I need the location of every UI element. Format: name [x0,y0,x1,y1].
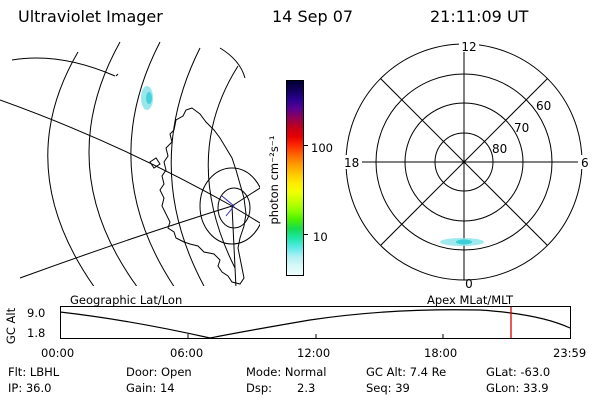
altitude-xtick-1: 06:00 [170,346,204,360]
terminator-mark [221,195,235,217]
colorbar-tick-100: 100 [311,141,333,155]
altitude-xtick-0: 00:00 [41,346,75,360]
meridian-line [19,205,233,279]
info-glon: GLon: 33.9 [486,381,549,395]
mlt-label-18: 18 [344,156,359,170]
mlt-label-0: 0 [465,277,473,291]
image-boundary [11,57,116,77]
info-seq: Seq: 39 [366,381,410,395]
meridian-line [0,99,233,207]
info-filter: Flt: LBHL [8,365,60,379]
polar-plot: 12 6 0 18 60 70 80 [342,40,588,291]
lat-label-70: 70 [514,121,529,135]
altitude-ylabel: GC Alt [4,307,18,345]
info-mode: Mode: Normal [246,365,327,379]
mlt-label-12: 12 [461,40,476,54]
info-glat: GLat: -63.0 [486,365,551,379]
latitude-circle [199,167,260,245]
geo-panel-label: Geographic Lat/Lon [70,293,183,307]
latitude-circle [130,41,176,286]
altitude-ytick-min: 1.8 [27,326,46,340]
colorbar-unit-label: photon cm⁻²s⁻¹ [267,135,281,225]
info-gc-alt: GC Alt: 7.4 Re [366,365,447,379]
polar-diagonal [380,78,548,246]
meridian-line [231,205,237,286]
instrument-title: Ultraviolet Imager [18,7,163,26]
colorbar-tickmark [304,234,308,235]
latitude-circle [170,47,206,286]
geographic-map [0,41,260,286]
polar-panel-label: Apex MLat/MLT [427,293,514,307]
info-dsp-label: Dsp: [246,381,273,395]
coastline [149,157,161,169]
image-boundary [219,47,246,79]
info-door: Door: Open [126,365,192,379]
latitude-circle [217,187,251,229]
lat-label-60: 60 [536,99,551,113]
info-gain: Gain: 14 [126,381,175,395]
latitude-circle [47,51,96,286]
coastline [159,107,247,285]
colorbar-tick-10: 10 [313,230,328,244]
altitude-xtick-4: 23:59 [553,346,587,360]
latitude-circle [207,65,239,269]
altitude-xtick-3: 18:00 [424,346,458,360]
colorbar [286,80,304,276]
altitude-ytick-max: 9.0 [27,306,46,320]
altitude-curve [60,309,571,339]
coastline [115,73,119,77]
time-label: 21:11:09 UT [430,7,529,26]
aurora-patch [146,92,152,104]
info-ip: IP: 36.0 [8,381,52,395]
meridian-line [231,187,260,207]
altitude-plot [60,306,571,339]
altitude-xtick-2: 12:00 [297,346,331,360]
aurora-oval-patch [456,239,472,245]
info-dsp-value: 2.3 [297,381,316,395]
mlt-label-6: 6 [581,156,588,170]
lat-label-80: 80 [492,142,507,156]
colorbar-tickmark [304,145,308,146]
latitude-circle [88,41,139,286]
date-label: 14 Sep 07 [272,7,354,26]
